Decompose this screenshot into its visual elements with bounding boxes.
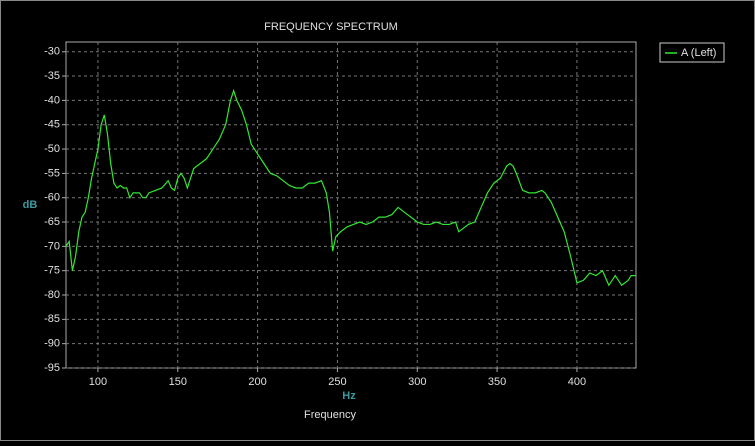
x-tick-label: 300 xyxy=(408,376,426,388)
plot-area xyxy=(65,41,637,369)
x-tick-label: 100 xyxy=(89,376,107,388)
y-tick-label: -90 xyxy=(44,338,60,350)
spectrum-line xyxy=(65,88,636,287)
x-axis-label: Frequency xyxy=(304,409,356,421)
x-tick-label: 200 xyxy=(248,376,266,388)
x-axis-unit: Hz xyxy=(342,390,356,402)
y-tick-label: -95 xyxy=(44,362,60,374)
y-tick-label: -45 xyxy=(44,119,60,131)
x-tick-label: 350 xyxy=(488,376,506,388)
chart-title: FREQUENCY SPECTRUM xyxy=(264,21,398,33)
legend-label: A (Left) xyxy=(681,47,716,59)
y-tick-label: -80 xyxy=(44,289,60,301)
y-tick-label: -30 xyxy=(44,46,60,58)
y-tick-label: -55 xyxy=(44,167,60,179)
x-tick-label: 250 xyxy=(328,376,346,388)
y-tick-label: -50 xyxy=(44,143,60,155)
y-tick-label: -70 xyxy=(44,240,60,252)
y-tick-label: -40 xyxy=(44,94,60,106)
y-tick-label: -65 xyxy=(44,216,60,228)
legend-box xyxy=(659,42,725,63)
x-tick-label: 150 xyxy=(169,376,187,388)
x-tick-label: 400 xyxy=(568,376,586,388)
y-axis-label: dB xyxy=(23,199,38,211)
y-tick-label: -85 xyxy=(44,313,60,325)
y-tick-label: -60 xyxy=(44,192,60,204)
y-tick-label: -35 xyxy=(44,70,60,82)
y-tick-label: -75 xyxy=(44,265,60,277)
